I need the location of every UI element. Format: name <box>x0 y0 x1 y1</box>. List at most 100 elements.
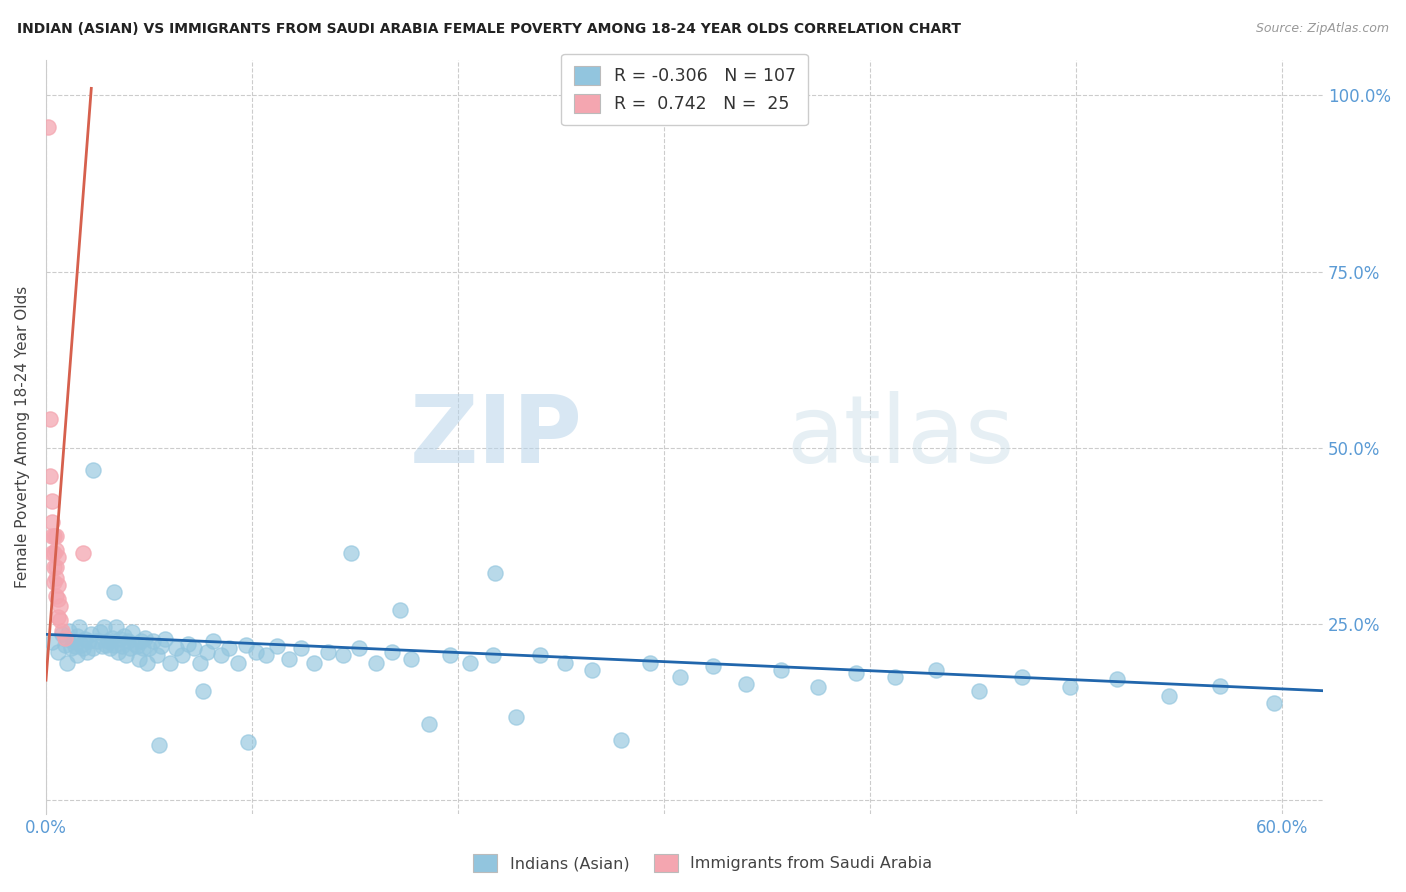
Point <box>75 632 97 647</box>
Point <box>183 641 205 656</box>
Point <box>460 656 482 670</box>
Point <box>735 676 758 690</box>
Point <box>482 648 505 663</box>
Point <box>190 656 212 670</box>
Point <box>76 645 98 659</box>
Point <box>41 635 63 649</box>
Point <box>302 656 325 670</box>
Point <box>132 641 155 656</box>
Point <box>418 716 440 731</box>
Point <box>44 560 66 574</box>
Point <box>117 634 139 648</box>
Point <box>49 613 72 627</box>
Point <box>67 620 90 634</box>
Point <box>70 638 93 652</box>
Point <box>226 656 249 670</box>
Point <box>439 648 461 663</box>
Point <box>45 571 67 585</box>
Point <box>89 625 111 640</box>
Point <box>111 640 134 654</box>
Point <box>669 670 692 684</box>
Point <box>159 656 181 670</box>
Point <box>201 634 224 648</box>
Point <box>129 634 152 648</box>
Point <box>195 645 218 659</box>
Point <box>155 632 177 647</box>
Point <box>120 641 142 656</box>
Text: INDIAN (ASIAN) VS IMMIGRANTS FROM SAUDI ARABIA FEMALE POVERTY AMONG 18-24 YEAR O: INDIAN (ASIAN) VS IMMIGRANTS FROM SAUDI … <box>17 22 960 37</box>
Point <box>62 634 84 648</box>
Point <box>121 625 143 640</box>
Point <box>399 652 422 666</box>
Point <box>41 515 63 529</box>
Point <box>45 560 67 574</box>
Point <box>148 738 170 752</box>
Point <box>46 549 69 564</box>
Point <box>112 630 135 644</box>
Point <box>44 574 66 589</box>
Point <box>702 659 724 673</box>
Point <box>266 640 288 654</box>
Point <box>278 652 301 666</box>
Point <box>124 636 146 650</box>
Point <box>44 546 66 560</box>
Point <box>609 733 631 747</box>
Point <box>93 620 115 634</box>
Point <box>41 529 63 543</box>
Point <box>925 663 948 677</box>
Point <box>142 634 165 648</box>
Point <box>340 546 363 560</box>
Point <box>46 645 69 659</box>
Point <box>58 624 80 638</box>
Point <box>638 656 661 670</box>
Point <box>103 585 125 599</box>
Point <box>191 683 214 698</box>
Point <box>63 640 86 654</box>
Point <box>41 493 63 508</box>
Point <box>103 638 125 652</box>
Point <box>581 663 603 677</box>
Point <box>165 641 187 656</box>
Point <box>39 468 62 483</box>
Point <box>39 412 62 426</box>
Point <box>53 638 76 652</box>
Point <box>170 648 193 663</box>
Point <box>101 631 124 645</box>
Point <box>218 641 240 656</box>
Point <box>364 656 387 670</box>
Point <box>37 120 59 135</box>
Y-axis label: Female Poverty Among 18-24 Year Olds: Female Poverty Among 18-24 Year Olds <box>15 286 30 588</box>
Point <box>90 640 112 654</box>
Point <box>51 624 73 638</box>
Point <box>505 710 527 724</box>
Point <box>290 641 312 656</box>
Point <box>236 735 259 749</box>
Point <box>44 529 66 543</box>
Point <box>80 627 103 641</box>
Point <box>177 636 200 650</box>
Point <box>967 683 990 698</box>
Point <box>45 542 67 557</box>
Point <box>1011 670 1033 684</box>
Point <box>125 640 148 654</box>
Point <box>105 620 128 634</box>
Point <box>807 680 830 694</box>
Point <box>55 656 77 670</box>
Point <box>254 648 277 663</box>
Point <box>82 463 104 477</box>
Point <box>115 648 138 663</box>
Point <box>108 632 131 647</box>
Point <box>97 634 120 648</box>
Legend: Indians (Asian), Immigrants from Saudi Arabia: Indians (Asian), Immigrants from Saudi A… <box>465 847 941 880</box>
Point <box>51 627 73 641</box>
Point <box>59 641 82 656</box>
Point <box>529 648 551 663</box>
Point <box>245 645 267 659</box>
Point <box>55 632 77 647</box>
Text: Source: ZipAtlas.com: Source: ZipAtlas.com <box>1256 22 1389 36</box>
Point <box>46 578 69 592</box>
Point <box>554 656 576 670</box>
Point <box>134 631 156 645</box>
Point <box>1107 672 1129 686</box>
Point <box>66 648 89 663</box>
